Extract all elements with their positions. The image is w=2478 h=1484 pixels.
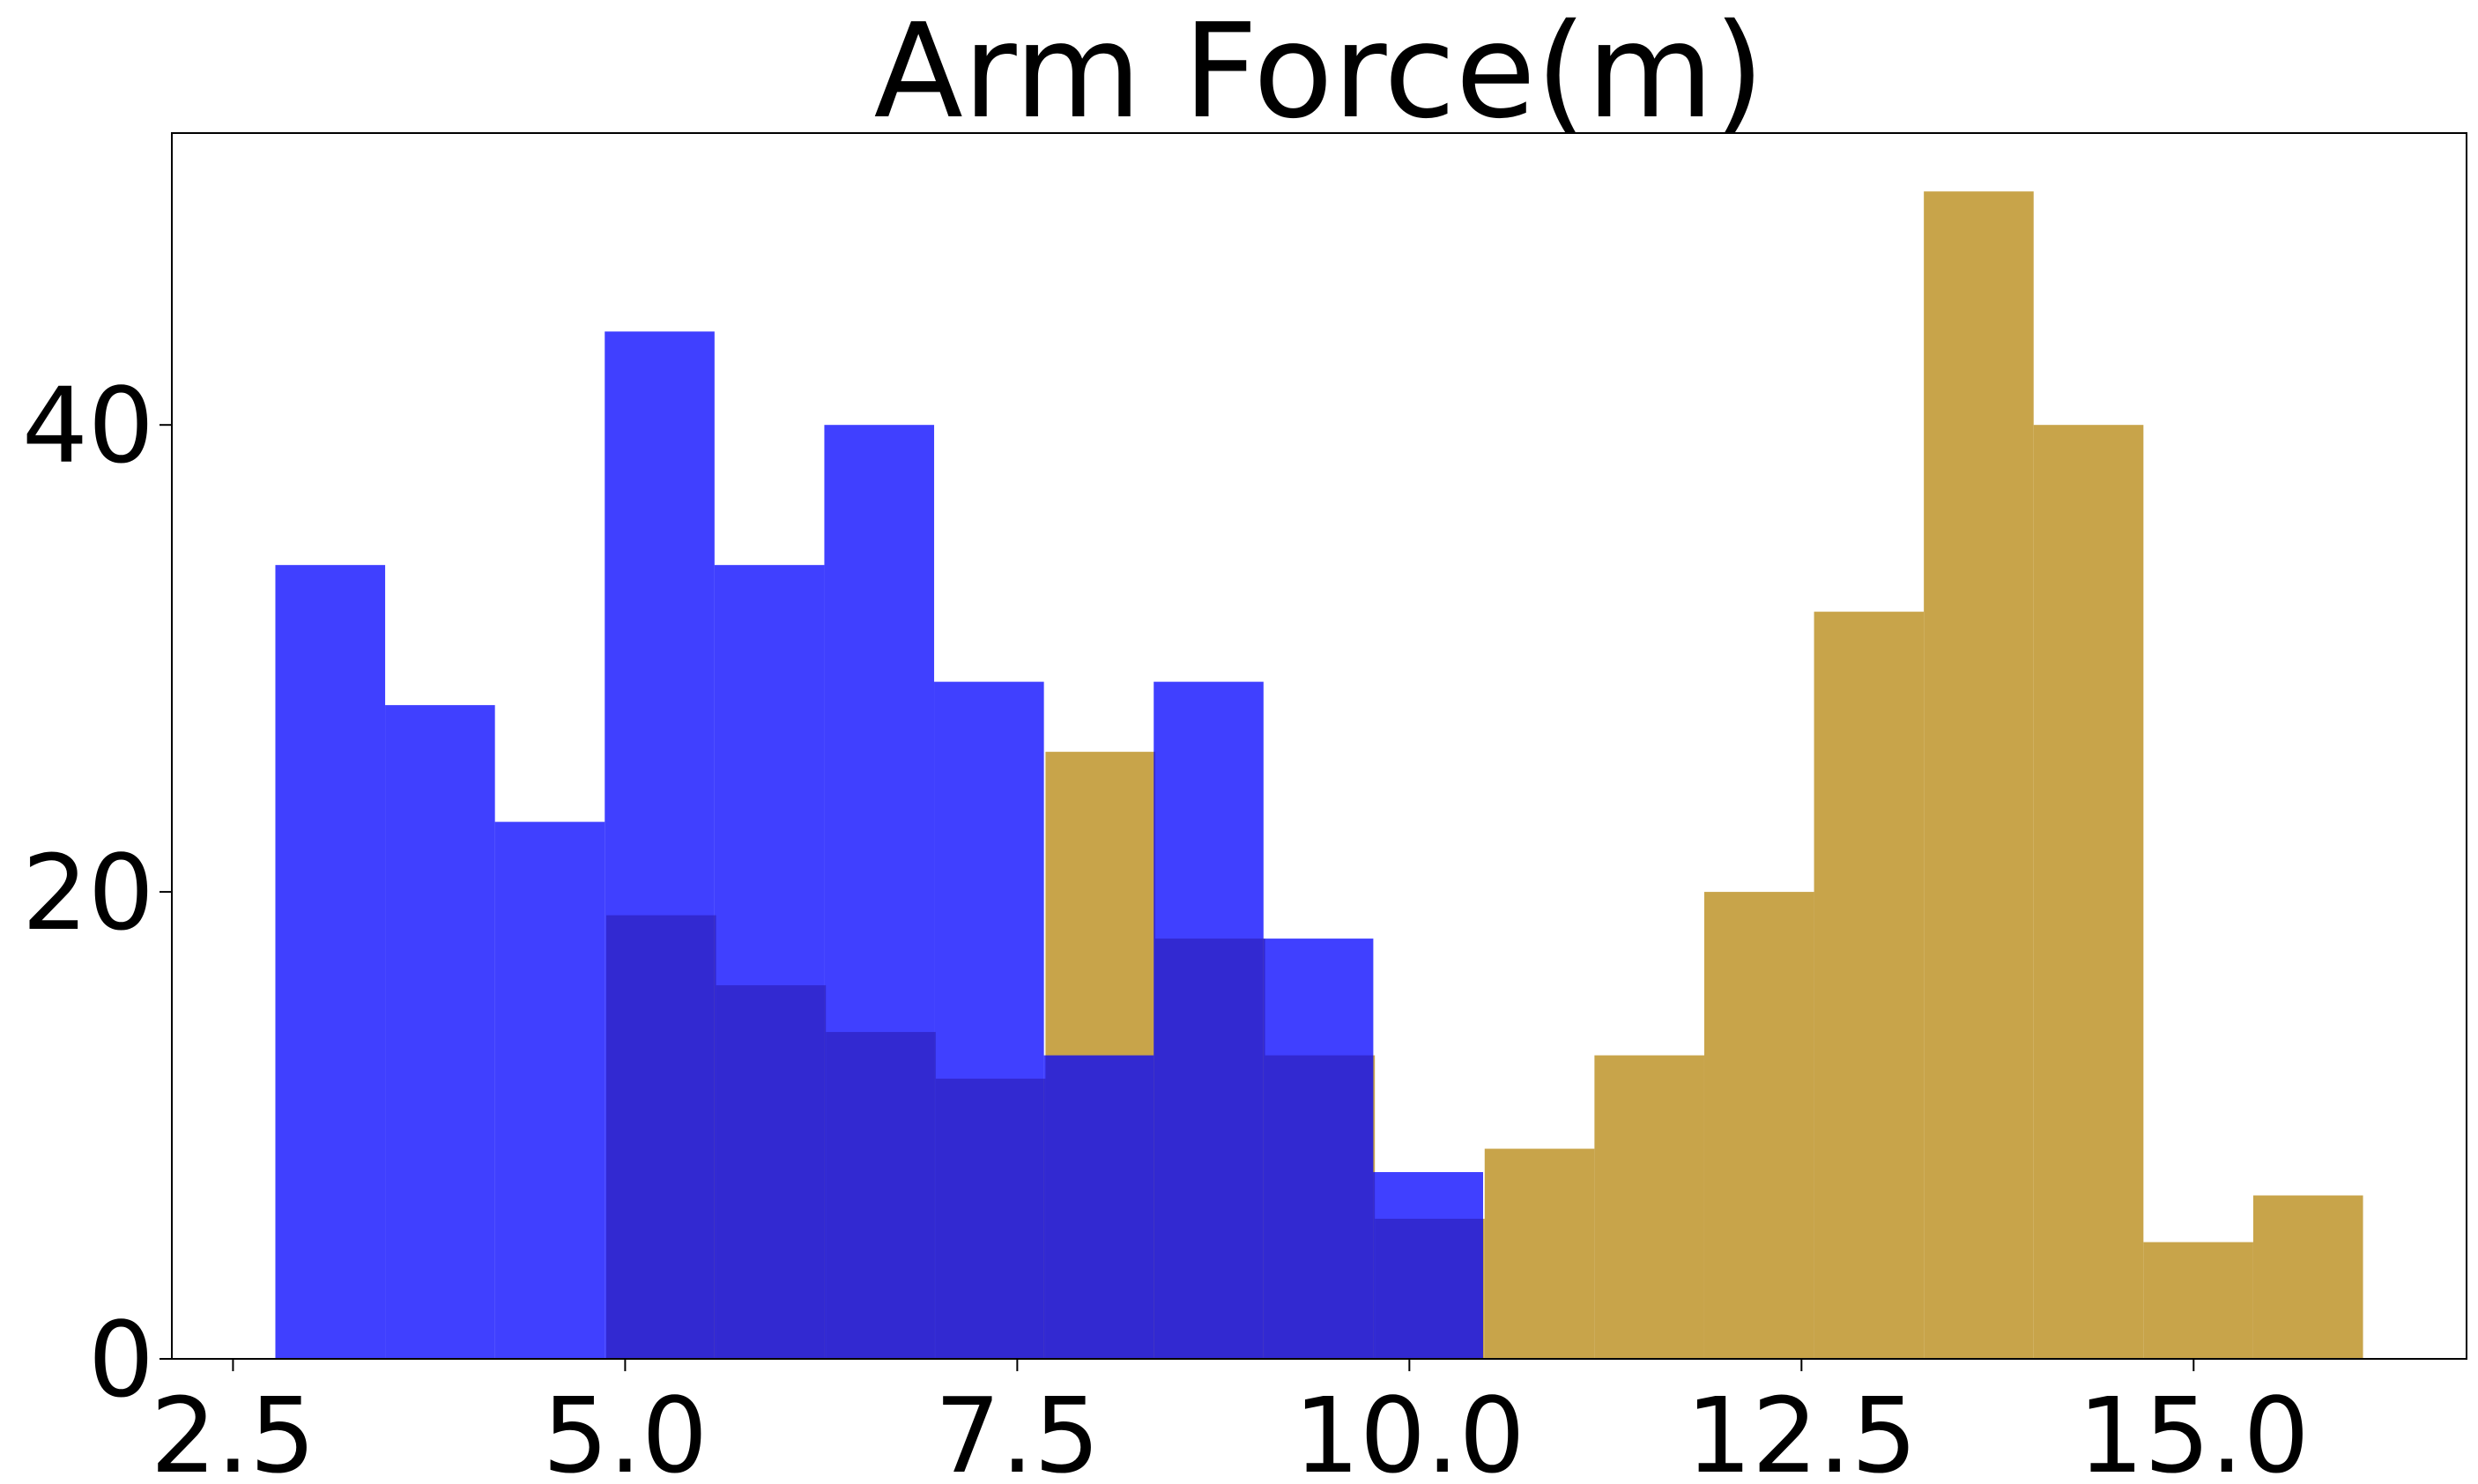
x-tick-label: 2.5 <box>151 1375 316 1484</box>
bar <box>2252 1195 2363 1359</box>
bar <box>494 821 605 1359</box>
y-tick-label: 20 <box>22 832 154 953</box>
bar <box>2143 1242 2253 1359</box>
bar <box>1484 1148 1595 1359</box>
bar <box>934 681 1044 1359</box>
bar <box>605 331 715 1360</box>
bar <box>1263 939 1374 1359</box>
bar <box>714 565 825 1359</box>
bar <box>1154 681 1264 1359</box>
x-tick-label: 12.5 <box>1686 1375 1918 1484</box>
bar <box>1703 892 1814 1359</box>
x-tick-label: 10.0 <box>1294 1375 1525 1484</box>
bar <box>824 425 935 1360</box>
bar <box>2033 425 2144 1360</box>
y-tick-label: 40 <box>22 365 154 486</box>
bar <box>1594 1055 1704 1359</box>
plot-frame <box>171 132 2467 1360</box>
chart-title: Arm Force(m) <box>874 0 1765 147</box>
y-tick-label: 0 <box>88 1299 154 1421</box>
bar <box>1924 191 2034 1360</box>
x-tick-label: 7.5 <box>935 1375 1101 1484</box>
x-tick-label: 15.0 <box>2078 1375 2310 1484</box>
bar <box>1373 1172 1483 1359</box>
bar <box>1043 1055 1154 1359</box>
bar <box>1814 612 1925 1359</box>
x-tick-label: 5.0 <box>543 1375 709 1484</box>
bar <box>385 705 495 1359</box>
bar <box>275 565 386 1359</box>
